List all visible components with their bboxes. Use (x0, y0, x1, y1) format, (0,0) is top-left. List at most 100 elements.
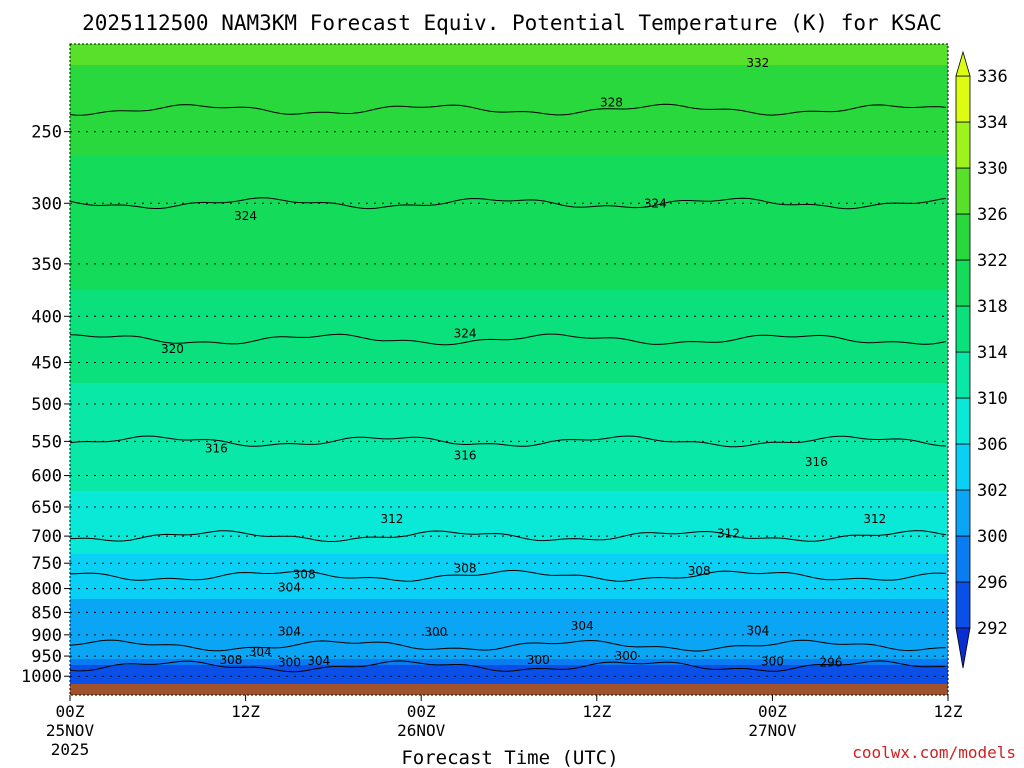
y-axis-ticks: 250 300 350 400 450 500 550 600 650 700 750 800 850 9… (21, 123, 70, 687)
credit-text: coolwx.com/models (852, 743, 1016, 762)
field-band (70, 227, 948, 231)
field-band (70, 158, 948, 162)
colorbar-segment (955, 213, 971, 261)
field-band (70, 674, 948, 678)
contour-line (69, 660, 947, 673)
field-band (70, 86, 948, 90)
field-band (70, 299, 948, 303)
field-band (70, 359, 948, 363)
contour-label: 332 (746, 56, 769, 70)
field-band (70, 143, 948, 147)
contour-label: 308 (454, 561, 477, 575)
field-band (70, 122, 948, 126)
field-band (70, 410, 948, 414)
field-band (70, 680, 948, 684)
colorbar-segment (955, 443, 971, 491)
field-band (70, 497, 948, 501)
field-band (70, 44, 948, 48)
field-band (70, 647, 948, 651)
field-band (70, 209, 948, 213)
field-band (70, 356, 948, 360)
field-band (70, 272, 948, 276)
contour-label: 300 (527, 653, 550, 667)
field-band (70, 539, 948, 543)
field-band (70, 413, 948, 417)
field-band (70, 467, 948, 471)
field-band (70, 407, 948, 411)
field-band (70, 365, 948, 369)
field-band (70, 506, 948, 510)
field-band (70, 479, 948, 483)
field-band (70, 440, 948, 444)
contour-label: 316 (805, 455, 828, 469)
field-band (70, 404, 948, 408)
field-band (70, 182, 948, 186)
field-band (70, 77, 948, 81)
field-band (70, 329, 948, 333)
contour-label: 312 (717, 526, 740, 540)
contour-label: 300 (615, 649, 638, 663)
field-band (70, 488, 948, 492)
field-band (70, 461, 948, 465)
colorbar-tick-label: 322 (977, 251, 1008, 271)
field-band (70, 671, 948, 675)
field-band (70, 518, 948, 522)
contour-label: 296 (819, 656, 842, 670)
field-band (70, 476, 948, 480)
field-band (70, 545, 948, 549)
colorbar: 336 334 330 326 322 318 314 310 306 302 300 296 292 (955, 50, 1008, 669)
field-band (70, 275, 948, 279)
field-band (70, 605, 948, 609)
field-band (70, 335, 948, 339)
field-band (70, 80, 948, 84)
x-tick-label: 26NOV (397, 721, 446, 740)
field-band (70, 617, 948, 621)
field-band (70, 527, 948, 531)
y-tick-label: 1000 (21, 667, 62, 687)
field-band (70, 434, 948, 438)
field-band (70, 197, 948, 201)
contour-label: 308 (220, 653, 243, 667)
colorbar-tick-label: 306 (977, 435, 1008, 455)
field-band (70, 623, 948, 627)
field-band (70, 662, 948, 666)
field-band (70, 263, 948, 267)
contour-line (69, 197, 947, 210)
field-band (70, 137, 948, 141)
y-tick-label: 350 (31, 255, 62, 275)
field-band (70, 152, 948, 156)
colorbar-tick-label: 292 (977, 619, 1008, 639)
field-band (70, 503, 948, 507)
colorbar-tick-label: 330 (977, 159, 1008, 179)
field-band (70, 278, 948, 282)
x-tick-label: 27NOV (748, 721, 797, 740)
field-band (70, 428, 948, 432)
field-band (70, 521, 948, 525)
field-band (70, 62, 948, 66)
field-band (70, 371, 948, 375)
field-band (70, 125, 948, 129)
field-band (70, 368, 948, 372)
field-band (70, 443, 948, 447)
field-band (70, 656, 948, 660)
field-band (70, 416, 948, 420)
contour-line (69, 569, 947, 582)
field-band (70, 638, 948, 642)
x-tick-label: 00Z (56, 702, 85, 721)
field-band (70, 233, 948, 237)
field-band (70, 665, 948, 669)
field-band (70, 620, 948, 624)
field-band (70, 218, 948, 222)
colorbar-tick-label: 296 (977, 573, 1008, 593)
field-band (70, 500, 948, 504)
field-band (70, 317, 948, 321)
field-band (70, 131, 948, 135)
field-band (70, 260, 948, 264)
colorbar-tick-label: 334 (977, 113, 1008, 133)
field-band (70, 95, 948, 99)
field-band (70, 512, 948, 516)
field-band (70, 185, 948, 189)
field-band (70, 245, 948, 249)
y-tick-label: 600 (31, 467, 62, 487)
